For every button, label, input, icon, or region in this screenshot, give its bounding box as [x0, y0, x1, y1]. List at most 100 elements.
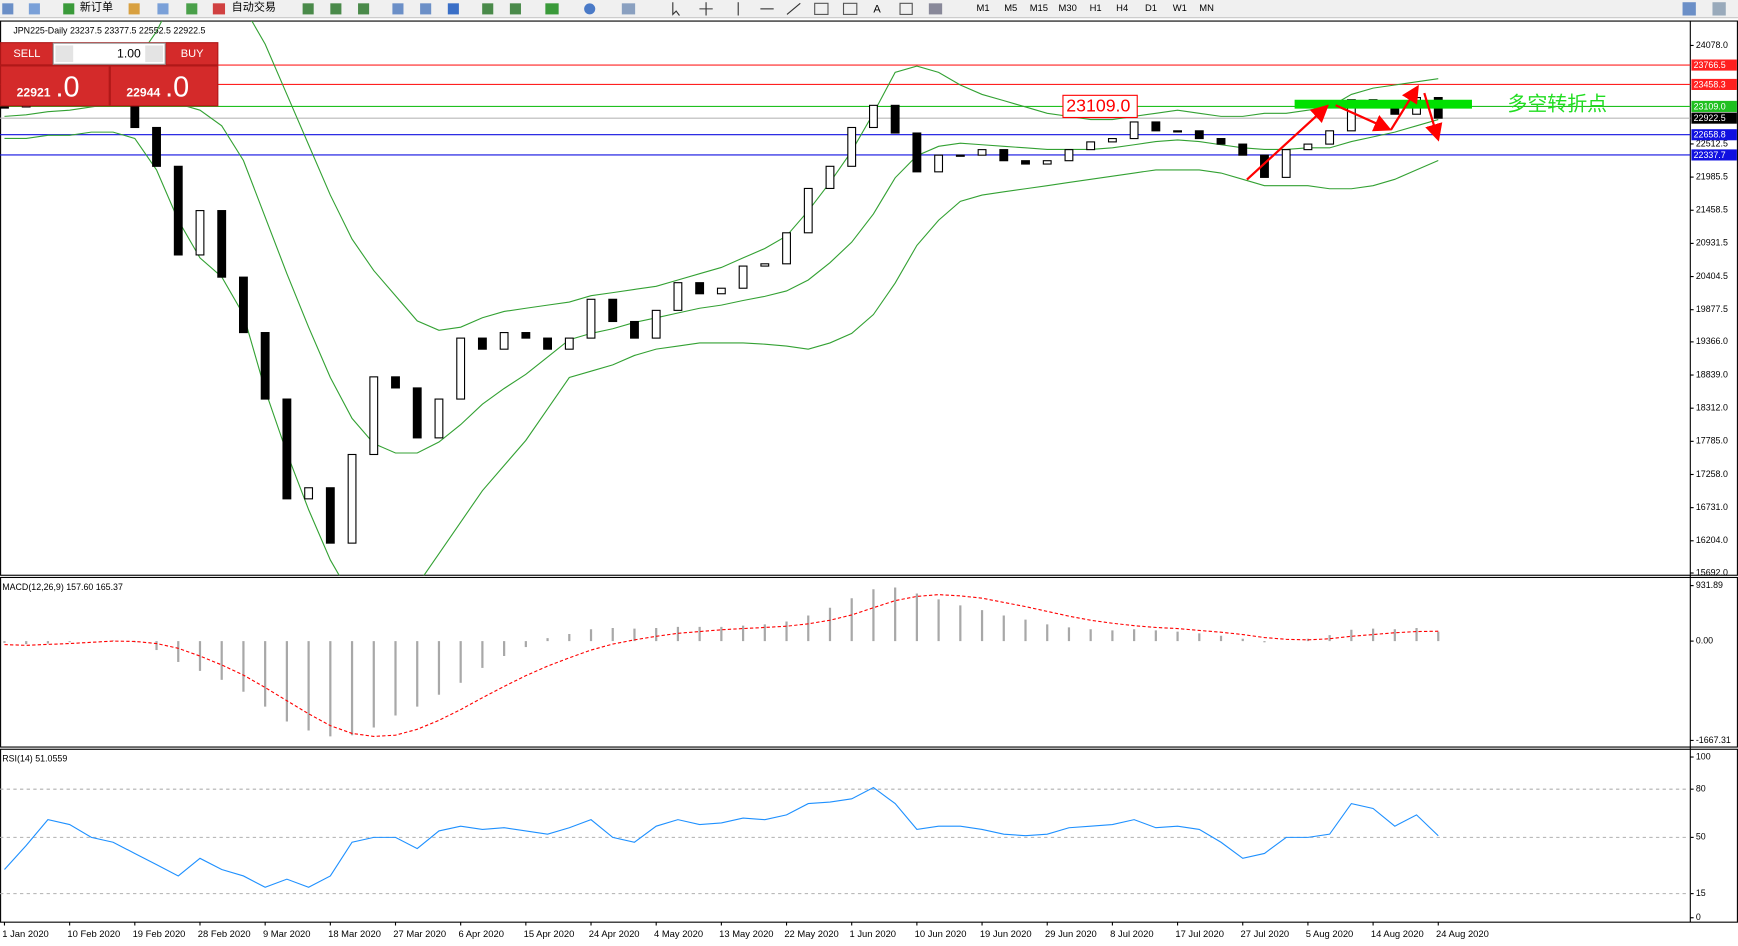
candle: [695, 282, 705, 295]
icon[interactable]: [621, 3, 636, 15]
candle: [477, 337, 487, 350]
level-label-box: [1691, 100, 1737, 112]
icon[interactable]: [699, 2, 713, 16]
x-tick-label: 6 Apr 2020: [458, 928, 504, 939]
icon[interactable]: [330, 3, 342, 15]
timeframe-button[interactable]: D1: [1145, 2, 1157, 13]
timeframe-button[interactable]: H1: [1090, 2, 1102, 13]
candle: [782, 232, 791, 265]
icon[interactable]: [2, 3, 14, 15]
volume-down[interactable]: [55, 45, 74, 63]
candle: [1107, 138, 1117, 143]
candle: [1281, 149, 1291, 178]
volume-up[interactable]: [145, 45, 163, 63]
candle: [325, 487, 335, 544]
x-tick-label: 9 Mar 2020: [263, 928, 311, 939]
x-tick-label: 10 Jun 2020: [915, 928, 967, 939]
arrow: [1423, 92, 1443, 142]
icon[interactable]: [928, 3, 943, 15]
candle: [564, 337, 574, 350]
sell-price-box[interactable]: [1, 66, 109, 106]
icon[interactable]: [447, 3, 459, 15]
y-tick-label: 21985.5: [1696, 171, 1728, 181]
bollinger-middle: [4, 100, 1439, 454]
buy-button[interactable]: [166, 43, 218, 65]
icon[interactable]: [63, 3, 75, 15]
icon[interactable]: [584, 3, 596, 15]
icon[interactable]: [1682, 2, 1696, 16]
candle: [977, 149, 987, 156]
y-tick-label: 18312.0: [1696, 403, 1728, 413]
y-tick-label: 931.89: [1696, 580, 1723, 590]
buy-price-big[interactable]: .0: [165, 71, 189, 103]
icon[interactable]: [186, 3, 198, 15]
x-tick-label: 17 Jul 2020: [1175, 928, 1224, 939]
panel-title: JPN225-Daily 23237.5 23377.5 22552.5 229…: [13, 25, 205, 35]
y-tick-label: 17258.0: [1696, 469, 1728, 479]
rsi-panel: [0, 748, 1738, 923]
timeframe-button[interactable]: M15: [1030, 2, 1048, 13]
timeframe-button[interactable]: H4: [1116, 2, 1128, 13]
toolbar-button[interactable]: 新订单: [80, 0, 113, 14]
candle: [934, 154, 944, 173]
y-tick-label: 19366.0: [1696, 336, 1728, 346]
candle: [0, 106, 9, 109]
icon[interactable]: [28, 3, 40, 15]
timeframe-button[interactable]: MN: [1199, 2, 1214, 13]
icon[interactable]: [509, 3, 521, 15]
buy-price[interactable]: 22944: [126, 85, 160, 99]
icon[interactable]: [899, 2, 913, 15]
icon[interactable]: [128, 3, 140, 15]
toolbar-button[interactable]: 自动交易: [232, 0, 276, 14]
y-tick-label: 100: [1696, 751, 1711, 761]
icon[interactable]: [358, 3, 370, 15]
level-label-box: [1691, 149, 1737, 161]
icon[interactable]: [786, 2, 801, 15]
icon[interactable]: [157, 3, 169, 15]
candle: [434, 398, 444, 439]
candle: [630, 320, 639, 339]
candle: [673, 282, 683, 311]
timeframe-button[interactable]: M5: [1004, 2, 1017, 13]
icon[interactable]: [302, 3, 314, 15]
sell-price[interactable]: 22921: [17, 85, 51, 99]
icon[interactable]: [482, 3, 494, 15]
sell-button[interactable]: [1, 43, 53, 65]
timeframe-button[interactable]: M30: [1059, 2, 1077, 13]
icon[interactable]: [212, 3, 226, 15]
icon[interactable]: [392, 3, 404, 15]
candle: [1194, 130, 1204, 140]
sell-price-big[interactable]: .0: [55, 71, 79, 103]
y-tick-label: 15692.0: [1696, 567, 1728, 577]
volume[interactable]: 1.00: [117, 47, 141, 61]
bollinger-lower: [4, 131, 1439, 576]
icon[interactable]: [842, 2, 858, 15]
buy-price-box[interactable]: [110, 66, 218, 106]
y-tick-label: 22512.5: [1696, 138, 1728, 148]
timeframe-button[interactable]: M1: [977, 2, 990, 13]
candle: [1086, 141, 1096, 151]
y-tick-label: -1667.31: [1696, 735, 1731, 745]
arrow: [1390, 84, 1419, 131]
candle: [1238, 143, 1248, 156]
icon[interactable]: [814, 2, 829, 15]
x-tick-label: 24 Aug 2020: [1436, 928, 1489, 939]
level-label-box: [1691, 112, 1737, 124]
icon[interactable]: [1712, 2, 1726, 16]
icon[interactable]: [545, 3, 559, 15]
sell-label[interactable]: SELL: [13, 48, 40, 60]
rsi-plot: [0, 786, 1691, 895]
icon[interactable]: [420, 3, 432, 15]
timeframe-button[interactable]: W1: [1173, 2, 1187, 13]
turning-bar: [1294, 99, 1472, 109]
icon[interactable]: A: [873, 3, 881, 15]
x-tick-label: 27 Mar 2020: [393, 928, 446, 939]
candle: [825, 165, 835, 190]
y-tick-label: 18839.0: [1696, 369, 1728, 379]
candle: [1042, 160, 1052, 165]
buy-label[interactable]: BUY: [181, 48, 204, 60]
arrow: [1335, 104, 1392, 132]
volume-box[interactable]: [52, 42, 166, 65]
icon[interactable]: [672, 2, 680, 16]
